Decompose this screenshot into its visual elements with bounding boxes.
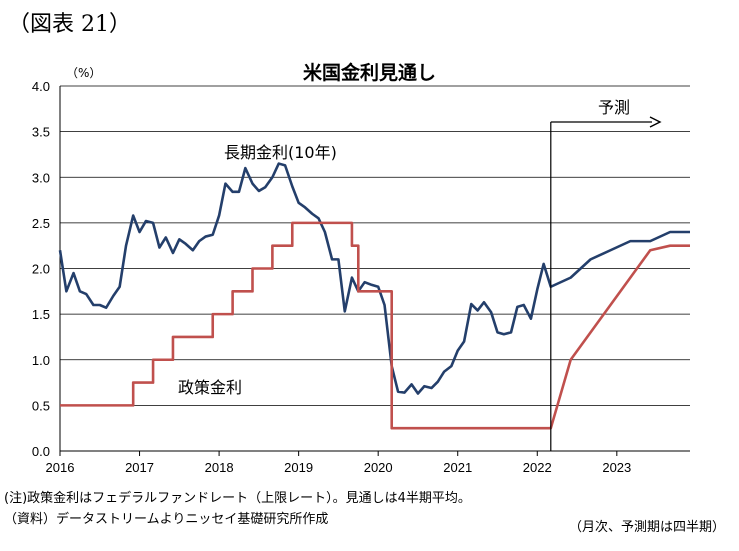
chart-title: 米国金利見通し [302, 62, 436, 84]
x-tick-label: 2016 [46, 460, 75, 475]
y-tick-label: 0.0 [32, 444, 50, 459]
x-tick-label: 2022 [523, 460, 552, 475]
y-tick-label: 3.0 [32, 170, 50, 185]
x-tick-label: 2019 [284, 460, 313, 475]
series-label-long-term-rate: 長期金利(10年) [224, 143, 337, 162]
series-label-policy-rate: 政策金利 [178, 378, 242, 397]
y-tick-label: 2.5 [32, 216, 50, 231]
note-frequency: （月次、予測期は四半期） [568, 520, 725, 535]
y-tick-label: 3.5 [32, 125, 50, 140]
figure-label: （図表 21） [8, 12, 131, 37]
x-tick-label: 2021 [443, 460, 472, 475]
y-unit-label: （%） [66, 66, 102, 80]
y-tick-label: 4.0 [32, 79, 50, 94]
forecast-label: 予測 [598, 98, 630, 117]
x-tick-label: 2020 [364, 460, 393, 475]
y-tick-label: 1.5 [32, 307, 50, 322]
note-data-source: （資料）データストリームよりニッセイ基礎研究所作成 [4, 512, 329, 527]
forecast-arrow-head [649, 116, 662, 128]
x-tick-label: 2017 [125, 460, 154, 475]
policy-rate-line [60, 221, 690, 430]
y-tick-label: 0.5 [32, 398, 50, 413]
y-tick-label: 1.0 [32, 353, 50, 368]
note-source-definition: (注)政策金利はフェデラルファンドレート（上限レート）。見通しは4半期平均。 [4, 491, 471, 506]
long-term-rate-line [58, 162, 690, 395]
x-tick-label: 2018 [205, 460, 234, 475]
y-tick-label: 2.0 [32, 262, 50, 277]
x-tick-label: 2023 [602, 460, 631, 475]
